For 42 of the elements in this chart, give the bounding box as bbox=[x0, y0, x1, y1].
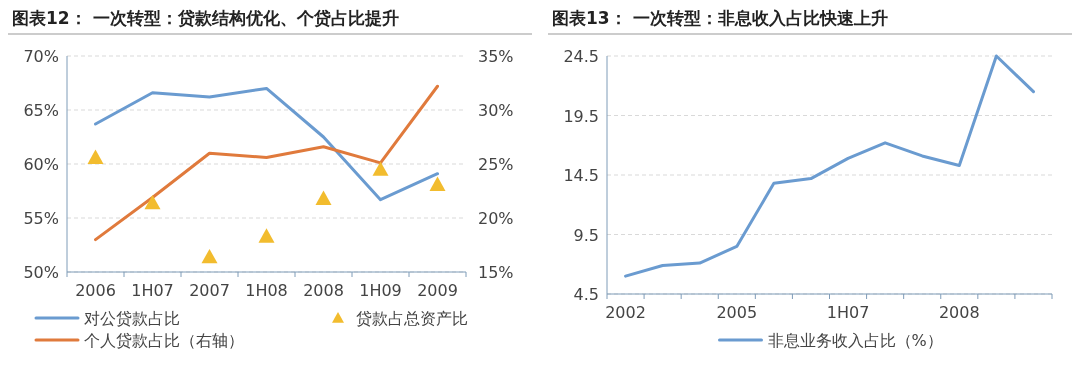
x-tick-label: 2005 bbox=[716, 303, 758, 322]
chart-title: 图表13： 一次转型：非息收入占比快速上升 bbox=[552, 8, 888, 28]
y2-tick-label: 30% bbox=[478, 101, 514, 120]
y-tick-label: 60% bbox=[23, 155, 59, 174]
x-tick-label: 1H09 bbox=[359, 281, 402, 300]
point bbox=[372, 161, 389, 176]
x-tick-label: 1H08 bbox=[245, 281, 288, 300]
line-series bbox=[624, 54, 1035, 278]
y-tick-label: 4.5 bbox=[573, 285, 599, 304]
line-series bbox=[94, 84, 439, 242]
y-tick-label: 50% bbox=[23, 263, 59, 282]
y2-tick-label: 35% bbox=[478, 47, 514, 66]
y-tick-label: 55% bbox=[23, 209, 59, 228]
legend-label: 贷款占总资产比 bbox=[356, 309, 468, 328]
point bbox=[315, 190, 332, 205]
line-series bbox=[94, 86, 439, 202]
point bbox=[201, 248, 218, 264]
x-tick-label: 2008 bbox=[938, 303, 980, 322]
x-tick-label: 1H07 bbox=[826, 303, 870, 322]
chart-title: 图表12： 一次转型：贷款结构优化、个贷占比提升 bbox=[12, 8, 399, 28]
y-tick-label: 24.5 bbox=[563, 47, 599, 66]
y-tick-label: 65% bbox=[23, 101, 59, 120]
y2-tick-label: 25% bbox=[478, 155, 514, 174]
legend-label: 个人贷款占比（右轴） bbox=[84, 331, 244, 350]
y-tick-label: 70% bbox=[23, 47, 59, 66]
y2-tick-label: 15% bbox=[478, 263, 514, 282]
y-tick-label: 19.5 bbox=[563, 106, 599, 126]
y2-tick-label: 20% bbox=[478, 209, 514, 228]
x-tick-label: 2009 bbox=[417, 281, 458, 300]
x-tick-label: 2007 bbox=[189, 281, 230, 300]
point bbox=[144, 194, 161, 210]
x-tick-label: 1H07 bbox=[131, 281, 174, 300]
legend-label: 对公贷款占比 bbox=[84, 309, 180, 328]
x-tick-label: 2006 bbox=[75, 281, 116, 300]
point bbox=[429, 176, 446, 191]
point bbox=[87, 149, 104, 164]
x-tick-label: 2002 bbox=[605, 303, 646, 322]
y-tick-label: 9.5 bbox=[573, 225, 599, 245]
point bbox=[258, 228, 275, 243]
legend-label: 非息业务收入占比（%） bbox=[767, 331, 943, 350]
y-tick-label: 14.5 bbox=[563, 166, 599, 185]
x-tick-label: 2008 bbox=[303, 281, 344, 300]
